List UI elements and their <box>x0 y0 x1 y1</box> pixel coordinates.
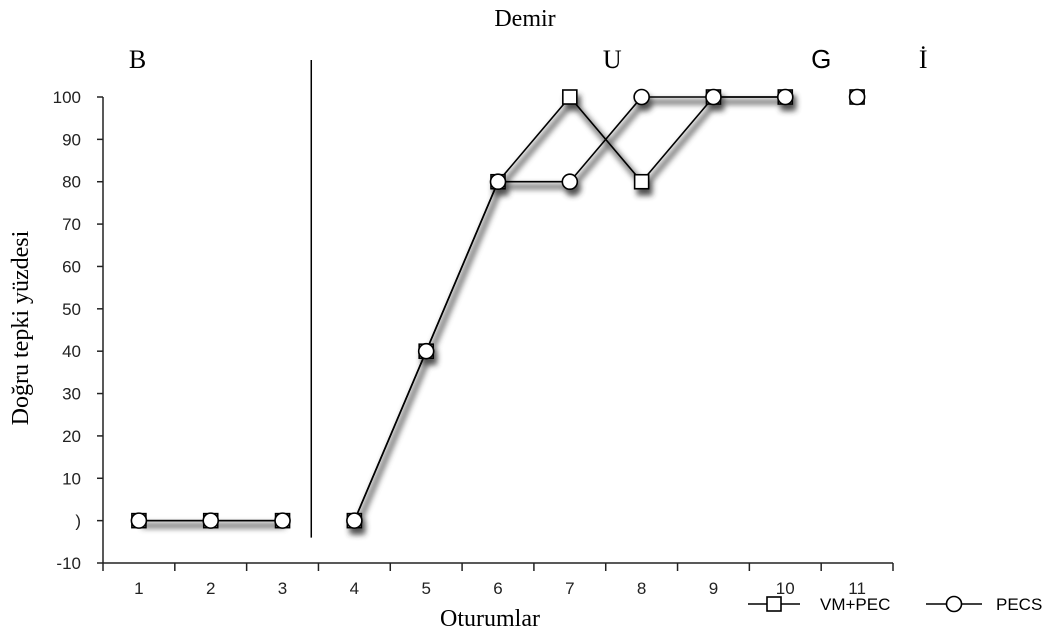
series-group <box>130 88 866 529</box>
y-tick-label: 70 <box>62 215 81 234</box>
x-tick-label: 2 <box>206 579 215 598</box>
phase-label: G <box>811 44 831 74</box>
series-shadows <box>141 94 797 535</box>
x-tick-label: 11 <box>848 579 866 598</box>
y-tick-label: 30 <box>62 385 81 404</box>
data-point-pecs <box>130 512 148 529</box>
y-tick-label: -10 <box>56 554 81 573</box>
data-point-pecs <box>705 88 722 106</box>
x-tick-label: 7 <box>565 579 574 598</box>
y-axis-title: Doğru tepki yüzdesi <box>8 230 34 425</box>
x-tick-label: 10 <box>776 579 795 598</box>
phase-label: İ <box>919 45 928 74</box>
data-point-pecs <box>561 173 579 191</box>
data-point-pecs <box>202 512 220 529</box>
axes: -10) 10 20 30 40 50 60 70 80 90 100 1 2 3 4 5 6 7 8 9 10 11 <box>53 88 894 598</box>
y-tick-label: 60 <box>62 257 81 276</box>
y-tick-label: 50 <box>62 300 81 319</box>
data-point-vm-pec <box>562 89 578 105</box>
data-point-pecs <box>274 512 291 529</box>
y-tick-label: 40 <box>62 342 81 361</box>
data-point-pecs <box>633 88 650 106</box>
series-shadow-line <box>355 99 789 527</box>
series-line-pecs <box>353 96 786 521</box>
y-tick-label: 80 <box>62 173 81 192</box>
x-tick-label: 9 <box>709 579 718 598</box>
chart-title: Demir <box>494 6 555 32</box>
x-axis-title: Oturumlar <box>440 606 540 632</box>
x-tick-label: 6 <box>493 579 502 598</box>
series-shadow-line <box>355 98 789 527</box>
x-tick-label: 3 <box>278 579 287 598</box>
x-tick-label: 5 <box>421 579 430 598</box>
data-point-pecs <box>346 512 363 529</box>
data-point-pecs <box>848 88 866 106</box>
data-point-pecs <box>489 173 507 191</box>
phase-label: B <box>129 45 146 74</box>
x-tick-label: 8 <box>637 579 646 598</box>
y-tick-label: 10 <box>62 469 81 488</box>
legend-marker-vm-pec <box>766 596 782 612</box>
y-tick-label: 100 <box>53 88 81 107</box>
data-point-vm-pec <box>633 173 650 190</box>
y-tick-label: ) <box>75 512 81 531</box>
legend-marker-pecs <box>945 595 963 613</box>
data-point-pecs <box>417 342 435 360</box>
x-tick-label: 4 <box>350 579 359 598</box>
phase-label: U <box>603 45 622 74</box>
data-point-pecs <box>776 88 794 106</box>
legend-label-vm-pec: VM+PEC <box>820 595 890 614</box>
x-tick-label: 1 <box>134 579 143 598</box>
y-tick-label: 90 <box>62 130 81 149</box>
legend-label-pecs: PECS <box>996 595 1042 614</box>
legend: VM+PEC PECS <box>748 595 1042 614</box>
y-tick-label: 20 <box>62 427 81 446</box>
series-line-vm-pec <box>353 95 786 521</box>
